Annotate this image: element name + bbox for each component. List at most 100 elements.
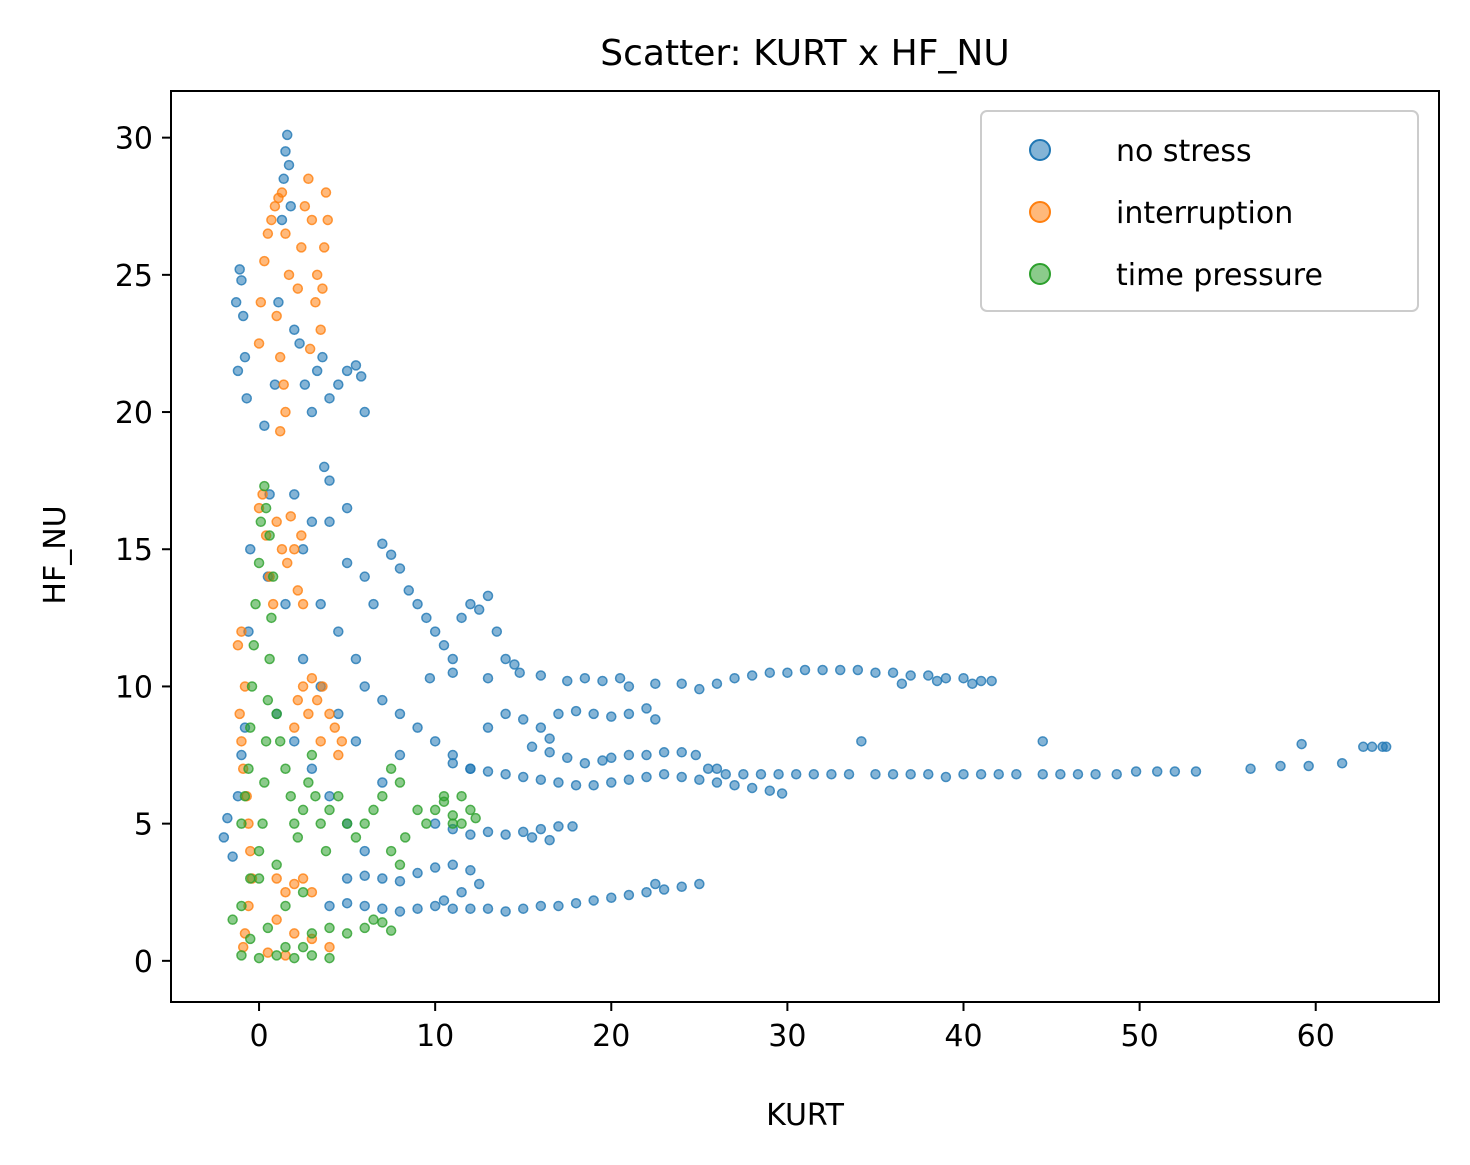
data-point bbox=[491, 626, 503, 637]
data-point bbox=[465, 763, 476, 775]
data-point bbox=[500, 708, 511, 720]
data-point bbox=[465, 804, 476, 816]
data-point bbox=[421, 612, 432, 624]
data-point bbox=[535, 670, 547, 681]
data-point bbox=[394, 859, 406, 871]
data-point bbox=[711, 763, 723, 775]
data-point bbox=[236, 818, 247, 829]
data-point bbox=[306, 672, 318, 684]
data-point bbox=[359, 571, 370, 582]
data-point bbox=[245, 873, 256, 884]
data-point bbox=[650, 878, 661, 890]
x-tick-label: 40 bbox=[944, 1019, 982, 1054]
series-time-pressure bbox=[227, 480, 481, 964]
data-point bbox=[299, 379, 311, 390]
data-point bbox=[702, 763, 714, 775]
data-point bbox=[222, 812, 233, 824]
data-point bbox=[394, 708, 406, 720]
data-point bbox=[260, 502, 272, 514]
data-point bbox=[764, 667, 776, 678]
data-point bbox=[535, 823, 547, 835]
data-point bbox=[509, 659, 520, 670]
data-point bbox=[517, 714, 529, 725]
data-point bbox=[306, 928, 318, 939]
data-point bbox=[311, 269, 323, 281]
data-point bbox=[350, 653, 362, 665]
data-point bbox=[641, 771, 652, 783]
data-point bbox=[274, 351, 286, 363]
data-point bbox=[473, 878, 485, 890]
data-point bbox=[614, 672, 626, 684]
data-point bbox=[341, 928, 353, 939]
y-tick-label: 10 bbox=[115, 670, 153, 705]
data-point bbox=[264, 653, 275, 665]
data-point bbox=[285, 200, 297, 212]
data-point bbox=[236, 736, 247, 747]
data-point bbox=[245, 722, 256, 733]
data-point bbox=[292, 832, 304, 843]
data-point bbox=[341, 897, 353, 909]
data-point bbox=[306, 749, 318, 761]
data-point bbox=[297, 681, 309, 692]
data-point bbox=[259, 255, 270, 267]
data-point bbox=[289, 818, 300, 829]
legend-box bbox=[980, 110, 1419, 312]
data-point bbox=[218, 832, 230, 843]
x-axis: 0 10 20 30 40 50 60 bbox=[250, 1002, 1335, 1054]
data-point bbox=[826, 769, 837, 780]
data-point bbox=[234, 264, 245, 275]
data-point bbox=[324, 900, 335, 912]
data-point bbox=[606, 711, 617, 722]
data-point bbox=[333, 626, 344, 637]
data-point bbox=[923, 670, 934, 681]
data-point bbox=[412, 598, 423, 610]
data-point bbox=[650, 678, 661, 689]
data-point bbox=[368, 914, 379, 925]
data-point bbox=[986, 675, 997, 687]
data-point bbox=[297, 543, 309, 555]
data-point bbox=[729, 779, 740, 791]
data-point bbox=[1037, 736, 1048, 747]
data-point bbox=[280, 228, 291, 239]
data-point bbox=[324, 475, 335, 486]
data-point bbox=[641, 703, 652, 714]
data-point bbox=[257, 818, 268, 829]
data-point bbox=[579, 672, 591, 684]
data-point bbox=[720, 769, 731, 780]
data-point bbox=[456, 818, 467, 829]
data-point bbox=[447, 653, 459, 665]
data-point bbox=[676, 881, 687, 893]
data-point bbox=[271, 950, 282, 961]
x-axis-label: KURT bbox=[766, 1098, 844, 1133]
data-point bbox=[623, 774, 635, 785]
data-point bbox=[1090, 769, 1101, 780]
data-point bbox=[399, 832, 411, 843]
data-point bbox=[544, 834, 555, 846]
data-point bbox=[500, 829, 511, 840]
data-point bbox=[310, 297, 321, 308]
data-point bbox=[465, 598, 476, 610]
data-point bbox=[317, 283, 328, 294]
data-point bbox=[553, 821, 564, 832]
data-point bbox=[438, 895, 450, 906]
data-point bbox=[729, 672, 740, 684]
data-point bbox=[303, 777, 314, 788]
data-point bbox=[264, 530, 275, 541]
data-point bbox=[317, 681, 328, 692]
data-point bbox=[905, 670, 916, 681]
data-point bbox=[870, 769, 881, 780]
data-point bbox=[255, 297, 267, 308]
data-point bbox=[412, 804, 423, 816]
data-point bbox=[856, 736, 867, 747]
data-point bbox=[315, 818, 326, 829]
data-point bbox=[958, 769, 969, 780]
data-point bbox=[1190, 766, 1202, 777]
data-point bbox=[297, 886, 309, 898]
legend-marker bbox=[1029, 139, 1051, 161]
data-point bbox=[623, 708, 635, 720]
data-point bbox=[320, 187, 332, 198]
data-point bbox=[1366, 741, 1378, 753]
data-point bbox=[324, 516, 335, 528]
data-point bbox=[394, 563, 406, 574]
